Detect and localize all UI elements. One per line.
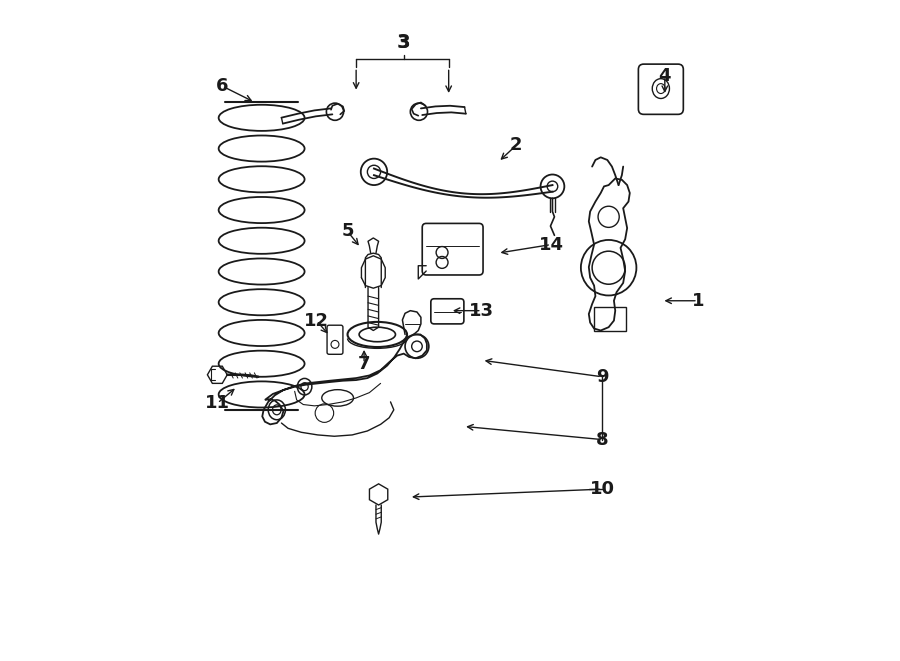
Text: 4: 4 xyxy=(659,67,671,85)
Text: 11: 11 xyxy=(205,394,230,412)
Text: 10: 10 xyxy=(590,480,615,498)
Text: 14: 14 xyxy=(538,235,563,254)
Text: 9: 9 xyxy=(596,368,608,386)
Text: 3: 3 xyxy=(398,34,410,52)
Bar xyxy=(594,307,625,330)
Text: 1: 1 xyxy=(691,292,704,310)
Text: 7: 7 xyxy=(358,354,370,373)
Text: 2: 2 xyxy=(509,136,522,155)
Text: 6: 6 xyxy=(216,77,229,95)
Text: 13: 13 xyxy=(469,301,494,320)
Text: 8: 8 xyxy=(596,430,608,449)
Text: 3: 3 xyxy=(397,34,410,52)
Text: 5: 5 xyxy=(341,222,354,241)
Text: 12: 12 xyxy=(304,311,329,330)
